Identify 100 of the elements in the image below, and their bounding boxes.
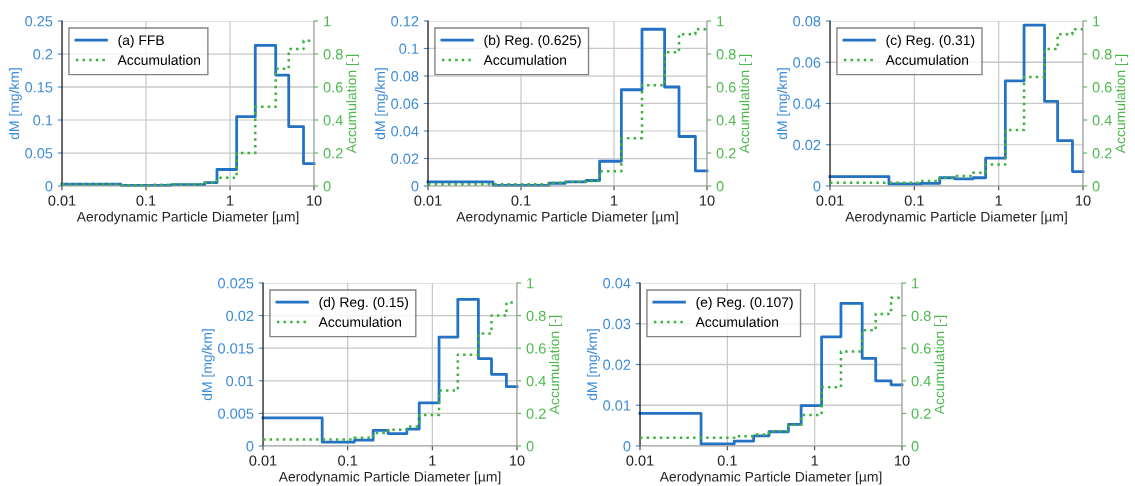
y2-tick-label: 0.4 — [716, 115, 736, 126]
legend-label: (a) FFB — [118, 34, 164, 48]
y2-tick-label: 1 — [324, 16, 331, 27]
x-tick-label: 0.1 — [511, 195, 531, 206]
y-tick-label: 0.04 — [793, 98, 821, 109]
legend-label: Accumulation — [117, 54, 201, 65]
y2-axis-title: Accumulation [-] — [346, 54, 360, 154]
y-tick-label: 0.2 — [33, 49, 53, 60]
y2-tick-label: 0.2 — [526, 408, 546, 419]
y2-tick-label: 1 — [912, 278, 919, 289]
y-tick-label: 0.005 — [218, 408, 254, 419]
x-tick-label: 10 — [895, 455, 910, 466]
y2-tick-label: 0 — [716, 181, 724, 192]
y2-tick-label: 0 — [1092, 181, 1100, 192]
y2-tick-label: 0.4 — [526, 375, 546, 387]
y-tick-label: 0.05 — [25, 148, 53, 159]
x-tick-label: 0.1 — [717, 455, 737, 466]
legend-label: (e) Reg. (0.107) — [696, 296, 793, 310]
y-tick-label: 0.01 — [226, 375, 254, 387]
y-axis-title: dM [mg/km] — [8, 68, 22, 140]
y-axis-title: dM [mg/km] — [586, 329, 600, 401]
legend-label: Accumulation — [695, 316, 779, 327]
x-tick-label: 10 — [1076, 195, 1091, 206]
y-tick-label: 0.02 — [226, 310, 254, 322]
x-tick-label: 1 — [811, 455, 819, 466]
x-tick-label: 0.01 — [816, 195, 844, 206]
x-axis-title: Aerodynamic Particle Diameter [µm] — [76, 211, 299, 225]
x-tick-label: 0.1 — [338, 455, 358, 466]
y2-tick-label: 1 — [527, 278, 534, 289]
y2-tick-label: 0.2 — [1092, 148, 1112, 159]
y2-tick-label: 0 — [911, 441, 919, 452]
legend-label: Accumulation — [318, 316, 402, 327]
y2-axis-title: Accumulation [-] — [739, 54, 753, 154]
y-tick-label: 0.06 — [793, 57, 821, 68]
x-tick-label: 1 — [429, 455, 436, 466]
y2-tick-label: 0.6 — [911, 343, 931, 354]
y2-tick-label: 0.8 — [1092, 49, 1112, 60]
x-tick-label: 0.01 — [249, 455, 277, 466]
y-tick-label: 0.15 — [25, 82, 53, 93]
y2-tick-label: 0.8 — [526, 310, 546, 322]
y2-tick-label: 0.6 — [716, 82, 736, 93]
x-tick-label: 1 — [227, 195, 234, 206]
y2-tick-label: 0.8 — [911, 310, 931, 322]
y2-tick-label: 0.8 — [716, 49, 736, 60]
y-tick-label: 0.025 — [218, 278, 254, 289]
legend-label: (b) Reg. (0.625) — [484, 34, 581, 48]
y-axis-title: dM [mg/km] — [374, 68, 388, 140]
y-axis-title: dM [mg/km] — [776, 68, 790, 140]
y-tick-label: 0.25 — [25, 16, 53, 27]
y2-axis-title: Accumulation [-] — [1115, 54, 1129, 154]
x-tick-label: 1 — [611, 195, 618, 206]
y2-tick-label: 0.4 — [323, 115, 343, 126]
y-tick-label: 0 — [246, 441, 254, 452]
x-tick-label: 0.1 — [136, 195, 156, 206]
x-tick-label: 10 — [510, 455, 525, 466]
y2-tick-label: 0.2 — [911, 408, 931, 419]
y-tick-label: 0.06 — [391, 98, 419, 109]
y-axis-title: dM [mg/km] — [201, 329, 215, 401]
y-tick-label: 0 — [45, 181, 53, 192]
y2-tick-label: 0.8 — [323, 49, 343, 60]
legend-label: Accumulation — [885, 54, 969, 65]
y-tick-label: 0.08 — [391, 71, 419, 82]
x-axis-title: Aerodynamic Particle Diameter [µm] — [659, 471, 882, 485]
y2-tick-label: 0 — [526, 441, 534, 452]
y2-axis-title: Accumulation [-] — [549, 315, 563, 415]
y2-tick-label: 0.6 — [323, 82, 343, 93]
y2-tick-label: 0 — [323, 181, 331, 192]
y2-tick-label: 0.6 — [526, 343, 546, 354]
y-tick-label: 0.08 — [793, 16, 821, 27]
y-tick-label: 0 — [623, 441, 631, 452]
y2-tick-label: 0.2 — [323, 148, 343, 159]
y-tick-label: 0.01 — [603, 400, 631, 411]
x-tick-label: 1 — [995, 195, 1003, 206]
y-tick-label: 0.04 — [391, 126, 419, 137]
x-tick-label: 0.01 — [626, 455, 654, 466]
y-tick-label: 0.04 — [603, 278, 631, 289]
y-tick-label: 0.02 — [603, 359, 631, 370]
legend-label: (d) Reg. (0.15) — [319, 296, 409, 310]
y-tick-label: 0.03 — [603, 318, 631, 330]
x-tick-label: 0.01 — [48, 195, 76, 206]
y-tick-label: 0.015 — [218, 343, 254, 354]
y2-tick-label: 1 — [717, 16, 724, 27]
y2-axis-title: Accumulation [-] — [934, 315, 948, 415]
x-axis-title: Aerodynamic Particle Diameter [µm] — [845, 211, 1067, 225]
legend-label: (c) Reg. (0.31) — [886, 34, 975, 48]
legend-label: Accumulation — [483, 54, 567, 65]
x-tick-label: 10 — [700, 195, 715, 206]
x-tick-label: 10 — [307, 195, 322, 206]
y-tick-label: 0.12 — [391, 16, 419, 27]
y2-tick-label: 0.4 — [1092, 115, 1112, 126]
y-tick-label: 0 — [411, 181, 419, 192]
y-tick-label: 0.02 — [391, 153, 419, 164]
y2-tick-label: 1 — [1093, 16, 1100, 27]
y2-tick-label: 0.2 — [716, 148, 736, 159]
x-axis-title: Aerodynamic Particle Diameter [µm] — [456, 211, 678, 225]
x-tick-label: 0.1 — [904, 195, 924, 206]
y-tick-label: 0.1 — [33, 115, 53, 126]
y2-tick-label: 0.4 — [911, 375, 931, 387]
y-tick-label: 0 — [813, 181, 821, 192]
x-axis-title: Aerodynamic Particle Diameter [µm] — [278, 471, 501, 485]
